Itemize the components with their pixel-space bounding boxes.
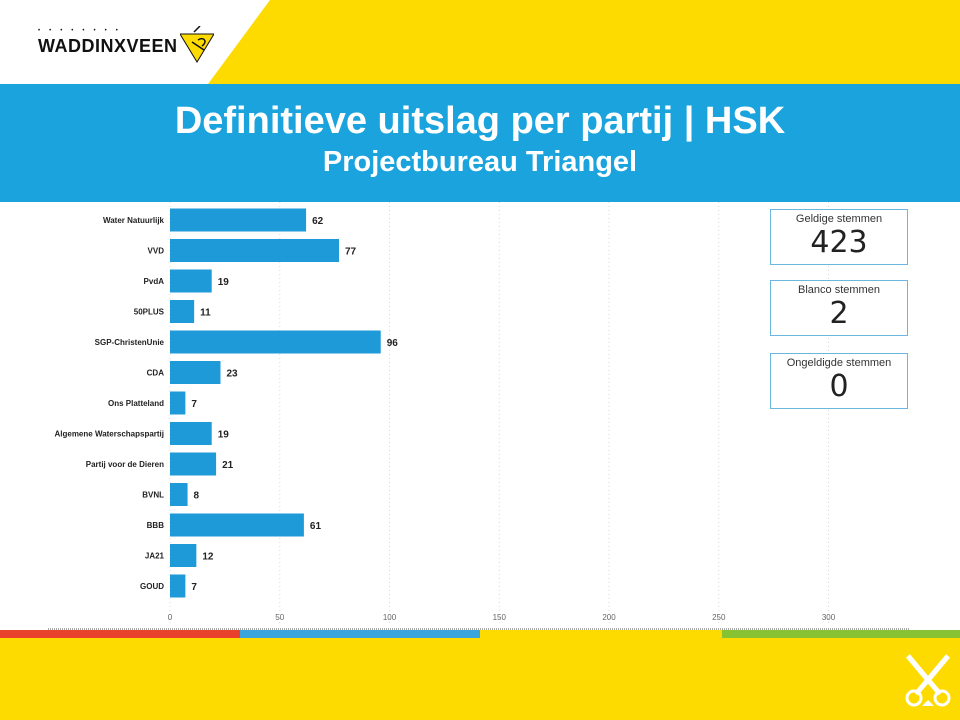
data-label: 77 xyxy=(345,247,357,258)
data-label: 11 xyxy=(200,308,211,319)
x-tick-label: 0 xyxy=(168,613,173,622)
valid-votes-value: 423 xyxy=(810,225,868,260)
data-label: 62 xyxy=(312,216,324,227)
blank-votes-value: 2 xyxy=(829,296,849,331)
category-label: BVNL xyxy=(142,491,164,500)
strip-blue xyxy=(240,630,480,638)
results-chart: 0 50 100 150 200 250 300 Water Natuurlijk 62 VVD 7… xyxy=(0,202,960,632)
bar xyxy=(170,391,186,415)
bar xyxy=(170,300,195,323)
category-label: 50PLUS xyxy=(134,308,165,317)
data-label: 96 xyxy=(387,338,399,349)
bar xyxy=(170,422,212,445)
data-label: 21 xyxy=(222,460,234,471)
footer-band xyxy=(0,638,960,720)
blank-votes-card: Blanco stemmen 2 xyxy=(770,280,908,336)
category-label: BBB xyxy=(147,521,165,530)
data-label: 12 xyxy=(202,552,214,563)
valid-votes-label: Geldige stemmen xyxy=(795,213,883,225)
strip-green xyxy=(722,630,960,638)
category-label: VVD xyxy=(148,247,165,256)
category-label: Ons Platteland xyxy=(108,399,164,408)
bar xyxy=(170,544,197,567)
bar xyxy=(170,574,186,598)
header-band xyxy=(0,0,960,84)
blank-votes-label: Blanco stemmen xyxy=(798,284,880,296)
data-label: 7 xyxy=(191,582,197,593)
keys-emblem-icon xyxy=(905,654,951,707)
category-label: Algemene Waterschapspartij xyxy=(54,430,164,439)
x-tick-label: 300 xyxy=(822,613,836,622)
bar xyxy=(170,452,217,476)
bar xyxy=(170,483,188,506)
bar xyxy=(170,513,304,537)
category-label: SGP-ChristenUnie xyxy=(95,338,165,347)
data-label: 19 xyxy=(218,430,230,441)
data-label: 23 xyxy=(226,369,238,380)
strip-red xyxy=(0,630,240,638)
x-tick-label: 100 xyxy=(383,613,397,622)
x-tick-label: 200 xyxy=(602,613,616,622)
title-band: Definitieve uitslag per partij | HSK Pro… xyxy=(0,84,960,202)
bar-chart: 0 50 100 150 200 250 300 Water Natuurlijk 62 VVD 7… xyxy=(48,202,910,630)
x-tick-label: 150 xyxy=(493,613,507,622)
x-tick-label: 50 xyxy=(275,613,284,622)
bar xyxy=(170,330,381,354)
bar xyxy=(170,361,221,384)
category-label: GOUD xyxy=(140,582,164,591)
data-label: 8 xyxy=(194,491,200,502)
page-subtitle: Projectbureau Triangel xyxy=(322,145,638,178)
invalid-votes-card: Ongeldigde stemmen 0 xyxy=(770,353,908,409)
category-label: Water Natuurlijk xyxy=(103,216,165,225)
logo-dots: •••••••• xyxy=(38,28,127,34)
header-background xyxy=(0,0,960,84)
category-label: Partij voor de Dieren xyxy=(86,460,164,469)
invalid-votes-label: Ongeldigde stemmen xyxy=(786,357,892,369)
bar xyxy=(170,239,340,262)
bar xyxy=(170,208,307,232)
waddinxveen-logo-icon xyxy=(180,26,214,63)
category-label: PvdA xyxy=(144,277,165,286)
page-title: Definitieve uitslag per partij | HSK xyxy=(174,100,786,142)
strip-yellow xyxy=(480,630,722,638)
valid-votes-card: Geldige stemmen 423 xyxy=(770,209,908,265)
data-label: 61 xyxy=(310,521,322,532)
category-label: JA21 xyxy=(145,552,165,561)
data-label: 19 xyxy=(218,277,230,288)
data-label: 7 xyxy=(191,399,197,410)
invalid-votes-value: 0 xyxy=(829,369,849,404)
x-tick-label: 250 xyxy=(712,613,726,622)
bar xyxy=(170,269,212,293)
logo-text: WADDINXVEEN xyxy=(38,36,178,56)
category-label: CDA xyxy=(147,369,165,378)
